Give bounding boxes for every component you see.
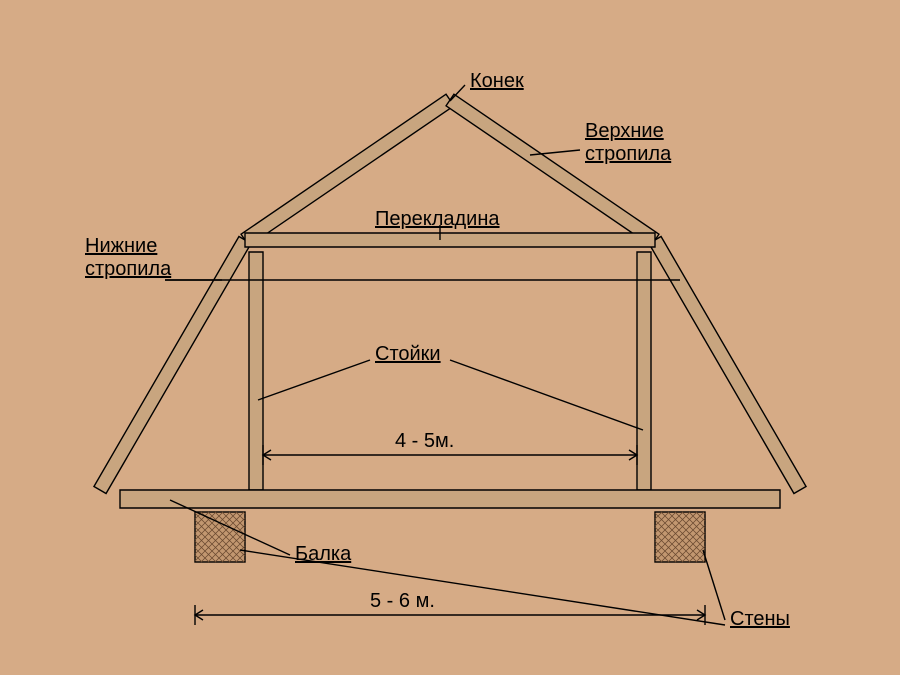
label-collar-tie: Перекладина: [375, 208, 500, 231]
label-beam: Балка: [295, 543, 351, 566]
diagram-svg: [0, 0, 900, 675]
label-dim-outer: 5 - 6 м.: [370, 590, 435, 613]
label-posts: Стойки: [375, 343, 441, 366]
label-dim-inner: 4 - 5м.: [395, 430, 454, 453]
label-lower-rafters: Нижние стропила: [85, 235, 171, 281]
diagram-canvas: Конек Верхние стропила Перекладина Нижни…: [0, 0, 900, 675]
label-walls: Стены: [730, 608, 790, 631]
label-ridge: Конек: [470, 70, 524, 93]
label-upper-rafters: Верхние стропила: [585, 120, 671, 166]
